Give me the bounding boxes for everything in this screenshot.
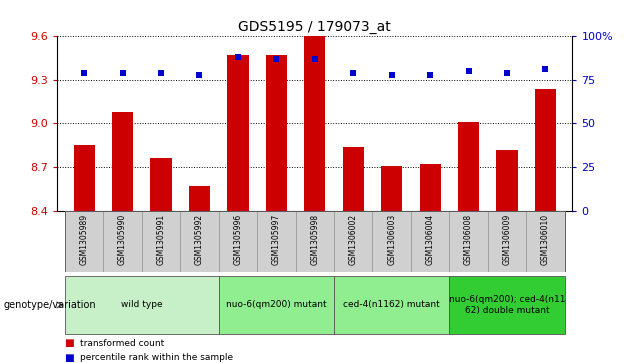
Text: nuo-6(qm200) mutant: nuo-6(qm200) mutant — [226, 301, 327, 309]
Text: GSM1305991: GSM1305991 — [156, 213, 165, 265]
Bar — [343, 147, 364, 211]
Bar — [497, 150, 518, 211]
Text: GSM1305997: GSM1305997 — [272, 213, 281, 265]
Bar — [488, 211, 526, 272]
Text: nuo-6(qm200); ced-4(n11
62) double mutant: nuo-6(qm200); ced-4(n11 62) double mutan… — [449, 295, 565, 315]
Text: GSM1305998: GSM1305998 — [310, 213, 319, 265]
Bar — [420, 164, 441, 211]
Bar — [219, 276, 334, 334]
Point — [156, 70, 166, 76]
Bar — [296, 211, 334, 272]
Point — [272, 56, 282, 62]
Text: wild type: wild type — [121, 301, 163, 309]
Bar — [450, 276, 565, 334]
Text: genotype/variation: genotype/variation — [3, 300, 96, 310]
Bar — [450, 211, 488, 272]
Text: transformed count: transformed count — [80, 339, 163, 347]
Bar — [112, 112, 133, 211]
Text: GSM1305989: GSM1305989 — [80, 213, 88, 265]
Text: ■: ■ — [64, 338, 73, 348]
Title: GDS5195 / 179073_at: GDS5195 / 179073_at — [238, 20, 391, 34]
Bar — [334, 276, 450, 334]
Text: GSM1306008: GSM1306008 — [464, 213, 473, 265]
Bar — [526, 211, 565, 272]
Text: GSM1305992: GSM1305992 — [195, 213, 204, 265]
Bar — [334, 211, 373, 272]
Text: GSM1305990: GSM1305990 — [118, 213, 127, 265]
Point — [387, 72, 397, 78]
Text: GSM1306010: GSM1306010 — [541, 213, 550, 265]
Bar — [266, 55, 287, 211]
Text: GSM1306004: GSM1306004 — [425, 213, 434, 265]
Bar — [373, 211, 411, 272]
Bar — [65, 276, 219, 334]
Bar — [104, 211, 142, 272]
Bar — [458, 122, 479, 211]
Text: ced-4(n1162) mutant: ced-4(n1162) mutant — [343, 301, 440, 309]
Bar — [151, 158, 172, 211]
Bar — [304, 36, 326, 211]
Bar — [411, 211, 450, 272]
Text: percentile rank within the sample: percentile rank within the sample — [80, 353, 233, 362]
Point — [233, 54, 243, 60]
Point — [464, 68, 474, 74]
Bar — [219, 211, 257, 272]
Bar — [142, 211, 180, 272]
Bar — [535, 89, 556, 211]
Bar — [227, 55, 249, 211]
Text: ■: ■ — [64, 352, 73, 363]
Point — [118, 70, 128, 76]
Point — [425, 72, 435, 78]
Bar — [381, 166, 403, 211]
Point — [195, 72, 205, 78]
Text: GSM1305996: GSM1305996 — [233, 213, 242, 265]
Text: GSM1306009: GSM1306009 — [502, 213, 511, 265]
Point — [502, 70, 512, 76]
Bar — [189, 186, 210, 211]
Text: GSM1306002: GSM1306002 — [349, 213, 358, 265]
Bar — [257, 211, 296, 272]
Bar — [74, 145, 95, 211]
Point — [79, 70, 89, 76]
Point — [310, 56, 320, 62]
Text: GSM1306003: GSM1306003 — [387, 213, 396, 265]
Point — [541, 66, 551, 72]
Bar — [180, 211, 219, 272]
Bar — [65, 211, 104, 272]
Point — [348, 70, 358, 76]
